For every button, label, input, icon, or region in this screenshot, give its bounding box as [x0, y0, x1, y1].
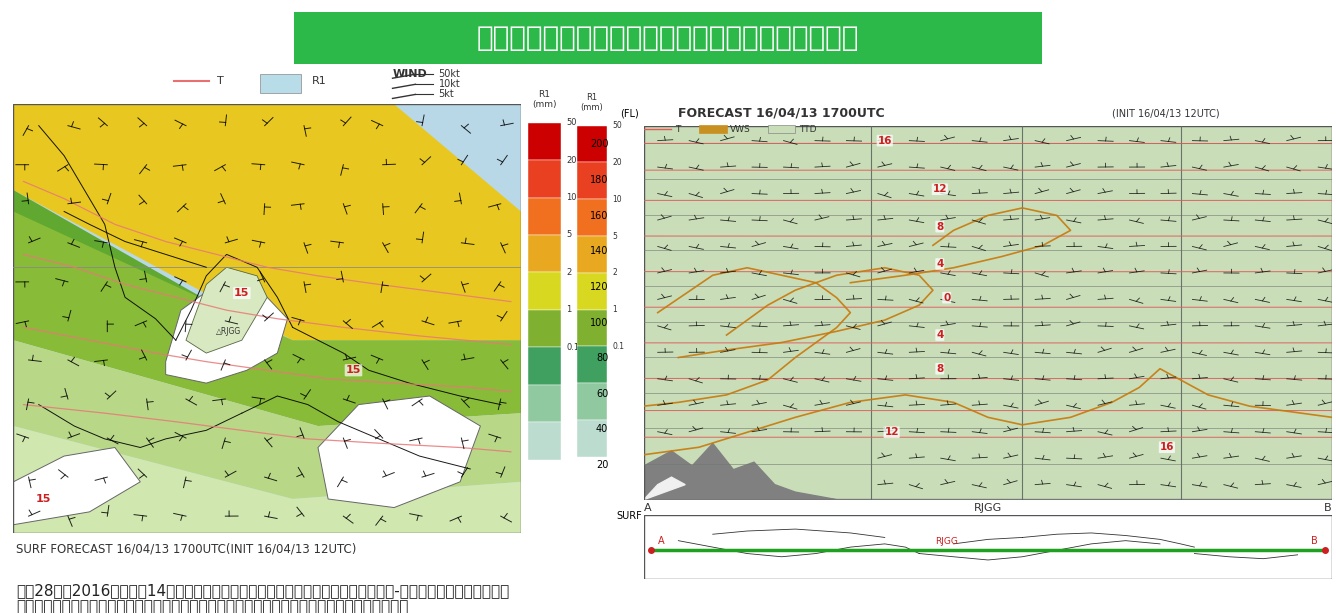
- Bar: [528, 310, 561, 348]
- Text: 4: 4: [937, 330, 943, 340]
- Text: R1
(mm): R1 (mm): [532, 89, 557, 109]
- Bar: [577, 310, 607, 346]
- Text: 0.1: 0.1: [612, 342, 624, 351]
- Bar: [577, 162, 607, 199]
- Text: 0: 0: [943, 292, 950, 303]
- Polygon shape: [13, 211, 521, 426]
- Text: 12: 12: [884, 427, 899, 437]
- Text: 15: 15: [36, 494, 52, 504]
- Bar: [528, 235, 561, 272]
- Text: B: B: [1324, 503, 1332, 512]
- Polygon shape: [186, 267, 267, 353]
- Polygon shape: [13, 340, 521, 499]
- Text: 16: 16: [1160, 442, 1174, 452]
- Text: A: A: [644, 503, 652, 512]
- Bar: [699, 125, 727, 134]
- Polygon shape: [644, 477, 685, 500]
- Bar: [528, 123, 561, 160]
- Polygon shape: [13, 447, 140, 525]
- Text: WIND: WIND: [393, 69, 428, 79]
- Text: 10kt: 10kt: [438, 79, 460, 89]
- Text: (FL): (FL): [620, 108, 639, 118]
- Polygon shape: [644, 444, 1332, 500]
- Text: 50: 50: [566, 118, 577, 127]
- Bar: [528, 160, 561, 197]
- Bar: [528, 385, 561, 422]
- Text: 2: 2: [566, 268, 572, 277]
- Text: RJGG: RJGG: [974, 503, 1002, 512]
- Text: SURF FORECAST 16/04/13 1700UTC(INIT 16/04/13 12UTC): SURF FORECAST 16/04/13 1700UTC(INIT 16/0…: [16, 543, 357, 555]
- Bar: [528, 197, 561, 235]
- Bar: [577, 126, 607, 162]
- Text: 8: 8: [937, 364, 943, 374]
- Polygon shape: [318, 396, 481, 508]
- Text: 20: 20: [612, 158, 623, 167]
- Text: 10: 10: [612, 195, 623, 204]
- Text: 1: 1: [612, 305, 617, 314]
- Text: 全国８つの主要空港において、空港及びその周辺の上空の風や気温などを細かく予想できます。: 全国８つの主要空港において、空港及びその周辺の上空の風や気温などを細かく予想でき…: [16, 600, 409, 613]
- Bar: [577, 236, 607, 273]
- Text: 10: 10: [566, 193, 577, 202]
- Bar: [577, 383, 607, 420]
- Bar: [528, 348, 561, 385]
- Text: FORECAST 16/04/13 1700UTC: FORECAST 16/04/13 1700UTC: [679, 107, 884, 120]
- Text: SURF: SURF: [616, 511, 643, 521]
- Polygon shape: [13, 426, 521, 533]
- Text: 5: 5: [612, 232, 617, 240]
- Text: 8: 8: [937, 222, 943, 232]
- Text: 15: 15: [346, 365, 361, 375]
- Text: A: A: [657, 536, 664, 546]
- Text: 50kt: 50kt: [438, 69, 461, 79]
- Text: 平成28年（2016年）４月14日未明の事例で、中部国際空港周辺の平面図（左）やＡ-Ｂ間の予想断面図（右）。: 平成28年（2016年）４月14日未明の事例で、中部国際空港周辺の平面図（左）や…: [16, 584, 509, 598]
- Text: 16: 16: [878, 135, 892, 146]
- Text: 5kt: 5kt: [438, 89, 454, 99]
- Text: RJGG: RJGG: [935, 537, 958, 546]
- Bar: [768, 125, 795, 134]
- Text: △RJGG: △RJGG: [216, 327, 242, 336]
- Text: 0.1: 0.1: [566, 343, 580, 352]
- Text: 4: 4: [937, 259, 943, 269]
- Text: TTD: TTD: [799, 125, 816, 134]
- Text: R1: R1: [313, 76, 327, 86]
- Text: B: B: [1312, 536, 1319, 546]
- Polygon shape: [13, 104, 521, 340]
- Text: 1: 1: [566, 305, 572, 314]
- Text: 15: 15: [234, 288, 250, 298]
- Polygon shape: [166, 284, 287, 383]
- Text: T: T: [218, 76, 224, 86]
- Bar: [528, 272, 561, 310]
- Text: 50: 50: [612, 121, 623, 130]
- FancyBboxPatch shape: [261, 74, 301, 93]
- Bar: [577, 420, 607, 457]
- Text: (INIT 16/04/13 12UTC): (INIT 16/04/13 12UTC): [1112, 109, 1220, 118]
- Text: VWS: VWS: [729, 125, 751, 134]
- Polygon shape: [13, 104, 278, 340]
- Text: 2: 2: [612, 268, 617, 277]
- Text: 20: 20: [566, 156, 577, 164]
- Bar: [577, 273, 607, 310]
- Text: 5: 5: [566, 230, 572, 240]
- Bar: [528, 422, 561, 460]
- Text: T: T: [675, 125, 680, 134]
- Text: 緻密な数値予報モデルに基づく航空気象プロダクト: 緻密な数値予報モデルに基づく航空気象プロダクト: [477, 25, 859, 52]
- Text: 12: 12: [933, 185, 947, 194]
- Text: R1
(mm): R1 (mm): [580, 93, 604, 112]
- Bar: [577, 199, 607, 236]
- Bar: [577, 346, 607, 383]
- FancyBboxPatch shape: [234, 8, 1102, 69]
